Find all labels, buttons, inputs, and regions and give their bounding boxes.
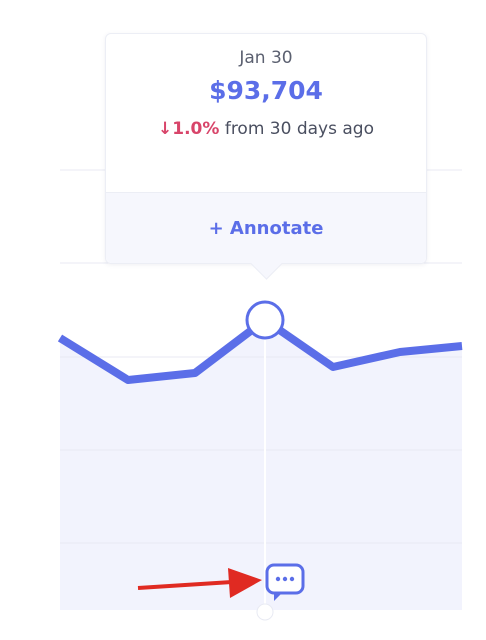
red-arrow <box>137 568 262 598</box>
value: $93,704 <box>209 76 323 105</box>
annotate-button[interactable]: + Annotate <box>106 192 426 280</box>
down-icon: ↓ <box>158 119 173 139</box>
date: Jan 30 <box>239 48 293 68</box>
area <box>60 320 462 610</box>
comment-icon[interactable] <box>265 563 305 601</box>
hover-point[interactable] <box>245 300 285 340</box>
change: 1.0% <box>172 119 220 139</box>
change-text: from 30 days ago <box>224 119 374 139</box>
annotate-label[interactable]: + Annotate <box>208 217 324 239</box>
tooltip: Jan 30 $93,704 ↓1.0% from 30 days ago + … <box>105 33 427 280</box>
change-row: ↓1.0% from 30 days ago <box>106 119 426 139</box>
axis-point <box>256 603 274 621</box>
